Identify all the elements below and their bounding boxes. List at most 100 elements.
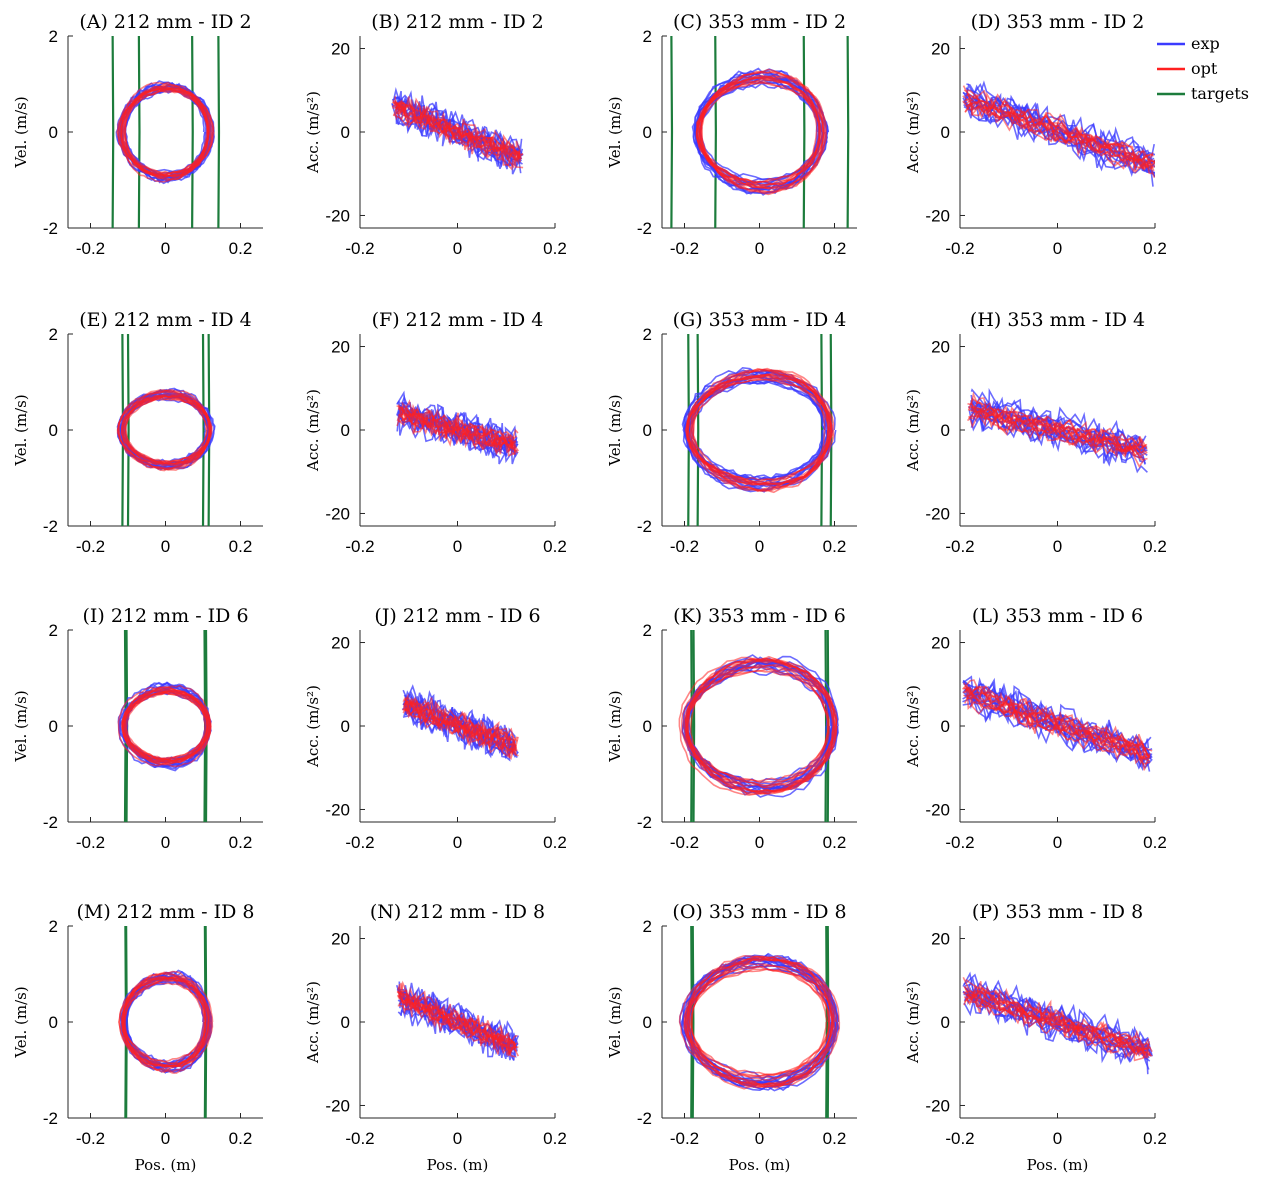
x-tick-label: 0.2 xyxy=(823,537,847,556)
plot-area xyxy=(391,87,524,175)
panel-title-g: (G) 353 mm - ID 4 xyxy=(673,309,847,331)
opt-trace xyxy=(120,83,211,181)
target-line xyxy=(714,36,717,228)
plot-area xyxy=(962,675,1153,772)
opt-trace xyxy=(963,990,1149,1059)
vel-axis-label: Vel. (m/s) xyxy=(12,690,30,762)
y-tick-label: -2 xyxy=(43,219,58,238)
pos-axis-label: Pos. (m) xyxy=(427,1156,489,1174)
x-tick-label: -0.2 xyxy=(670,537,699,556)
plot-area xyxy=(395,980,520,1061)
y-tick-label: -20 xyxy=(325,1096,350,1115)
y-tick-label: 20 xyxy=(931,930,950,949)
panel-title-b: (B) 212 mm - ID 2 xyxy=(371,11,544,33)
x-tick-label: 0 xyxy=(1053,239,1062,258)
opt-trace xyxy=(404,696,519,748)
x-tick-label: 0 xyxy=(161,833,170,852)
y-tick-label: 2 xyxy=(643,621,652,640)
opt-trace xyxy=(396,412,517,452)
opt-trace xyxy=(123,89,209,175)
y-tick-label: 0 xyxy=(341,123,350,142)
panel-title-l: (L) 353 mm - ID 6 xyxy=(972,605,1143,627)
opt-trace xyxy=(966,102,1155,174)
legend-label-exp: exp xyxy=(1191,34,1220,53)
y-tick-label: 0 xyxy=(941,717,950,736)
y-tick-label: -20 xyxy=(925,504,950,523)
opt-trace xyxy=(122,395,208,465)
vel-axis-label: Vel. (m/s) xyxy=(12,394,30,466)
x-tick-label: 0 xyxy=(1053,1129,1062,1148)
y-tick-label: -20 xyxy=(925,206,950,225)
y-tick-label: 2 xyxy=(49,621,58,640)
panel-a: (A) 212 mm - ID 2 2 0 -2 -0.2 0 0.2 Vel. (m/s) xyxy=(12,11,263,258)
panel-title-a: (A) 212 mm - ID 2 xyxy=(79,11,251,33)
y-tick-label: 20 xyxy=(331,338,350,357)
opt-trace xyxy=(697,71,820,194)
target-line xyxy=(670,36,674,228)
acc-axis-label: Acc. (m/s²) xyxy=(304,389,322,472)
opt-trace xyxy=(124,977,207,1068)
legend-label-opt: opt xyxy=(1191,59,1218,78)
vel-axis-label: Vel. (m/s) xyxy=(606,986,624,1058)
y-tick-label: 2 xyxy=(643,27,652,46)
opt-trace xyxy=(963,994,1152,1059)
y-tick-label: 0 xyxy=(341,717,350,736)
acc-axis-label: Acc. (m/s²) xyxy=(304,91,322,174)
panel-title-f: (F) 212 mm - ID 4 xyxy=(372,309,544,331)
opt-trace xyxy=(404,707,516,751)
x-tick-label: 0.2 xyxy=(543,537,567,556)
y-tick-label: 20 xyxy=(331,930,350,949)
x-tick-label: 0.2 xyxy=(229,537,253,556)
x-tick-label: 0 xyxy=(755,537,764,556)
x-tick-label: -0.2 xyxy=(670,239,699,258)
y-tick-label: -2 xyxy=(43,517,58,536)
y-tick-label: 0 xyxy=(643,421,652,440)
target-line xyxy=(137,36,141,228)
panel-title-i: (I) 212 mm - ID 6 xyxy=(82,605,248,627)
plot-area xyxy=(962,971,1153,1075)
y-tick-label: 0 xyxy=(341,421,350,440)
y-tick-label: 0 xyxy=(49,123,58,142)
opt-trace xyxy=(124,684,212,768)
y-tick-label: -2 xyxy=(637,813,652,832)
y-tick-label: 0 xyxy=(941,123,950,142)
y-tick-label: -20 xyxy=(325,800,350,819)
plot-area xyxy=(116,334,216,526)
opt-trace xyxy=(397,1000,517,1057)
x-tick-label: -0.2 xyxy=(345,1129,374,1148)
vel-axis-label: Vel. (m/s) xyxy=(606,96,624,168)
x-tick-label: 0.2 xyxy=(229,1129,253,1148)
opt-trace xyxy=(684,965,834,1080)
y-tick-label: -2 xyxy=(43,813,58,832)
pos-axis-label: Pos. (m) xyxy=(135,1156,197,1174)
panel-d: (D) 353 mm - ID 2 20 0 -20 -0.2 0 0.2 Acc. (m/s… xyxy=(904,11,1167,258)
x-tick-label: -0.2 xyxy=(945,537,974,556)
panel-title-j: (J) 212 mm - ID 6 xyxy=(374,605,540,627)
opt-trace xyxy=(120,977,205,1067)
x-tick-label: 0 xyxy=(161,537,170,556)
y-tick-label: 0 xyxy=(49,717,58,736)
panel-b: (B) 212 mm - ID 2 20 0 -20 -0.2 0 0.2 Acc. (m/s… xyxy=(304,11,567,258)
panel-title-h: (H) 353 mm - ID 4 xyxy=(970,309,1145,331)
opt-trace xyxy=(117,389,211,471)
y-tick-label: -20 xyxy=(925,1096,950,1115)
y-tick-label: 0 xyxy=(643,1013,652,1032)
opt-trace xyxy=(966,408,1148,458)
opt-trace xyxy=(125,389,211,471)
x-tick-label: -0.2 xyxy=(76,833,105,852)
panel-title-o: (O) 353 mm - ID 8 xyxy=(672,901,846,923)
plot-area xyxy=(678,926,841,1118)
y-tick-label: 2 xyxy=(643,917,652,936)
acc-axis-label: Acc. (m/s²) xyxy=(904,91,922,174)
y-tick-label: 20 xyxy=(331,40,350,59)
x-tick-label: -0.2 xyxy=(945,833,974,852)
target-line xyxy=(696,334,700,526)
y-tick-label: 2 xyxy=(643,325,652,344)
opt-trace xyxy=(124,394,212,465)
panel-c: (C) 353 mm - ID 2 2 0 -2 -0.2 0 0.2 Vel. (m/s) xyxy=(606,11,857,258)
y-tick-label: 0 xyxy=(643,123,652,142)
panel-title-d: (D) 353 mm - ID 2 xyxy=(971,11,1145,33)
opt-trace xyxy=(392,103,521,163)
x-tick-label: 0.2 xyxy=(229,239,253,258)
